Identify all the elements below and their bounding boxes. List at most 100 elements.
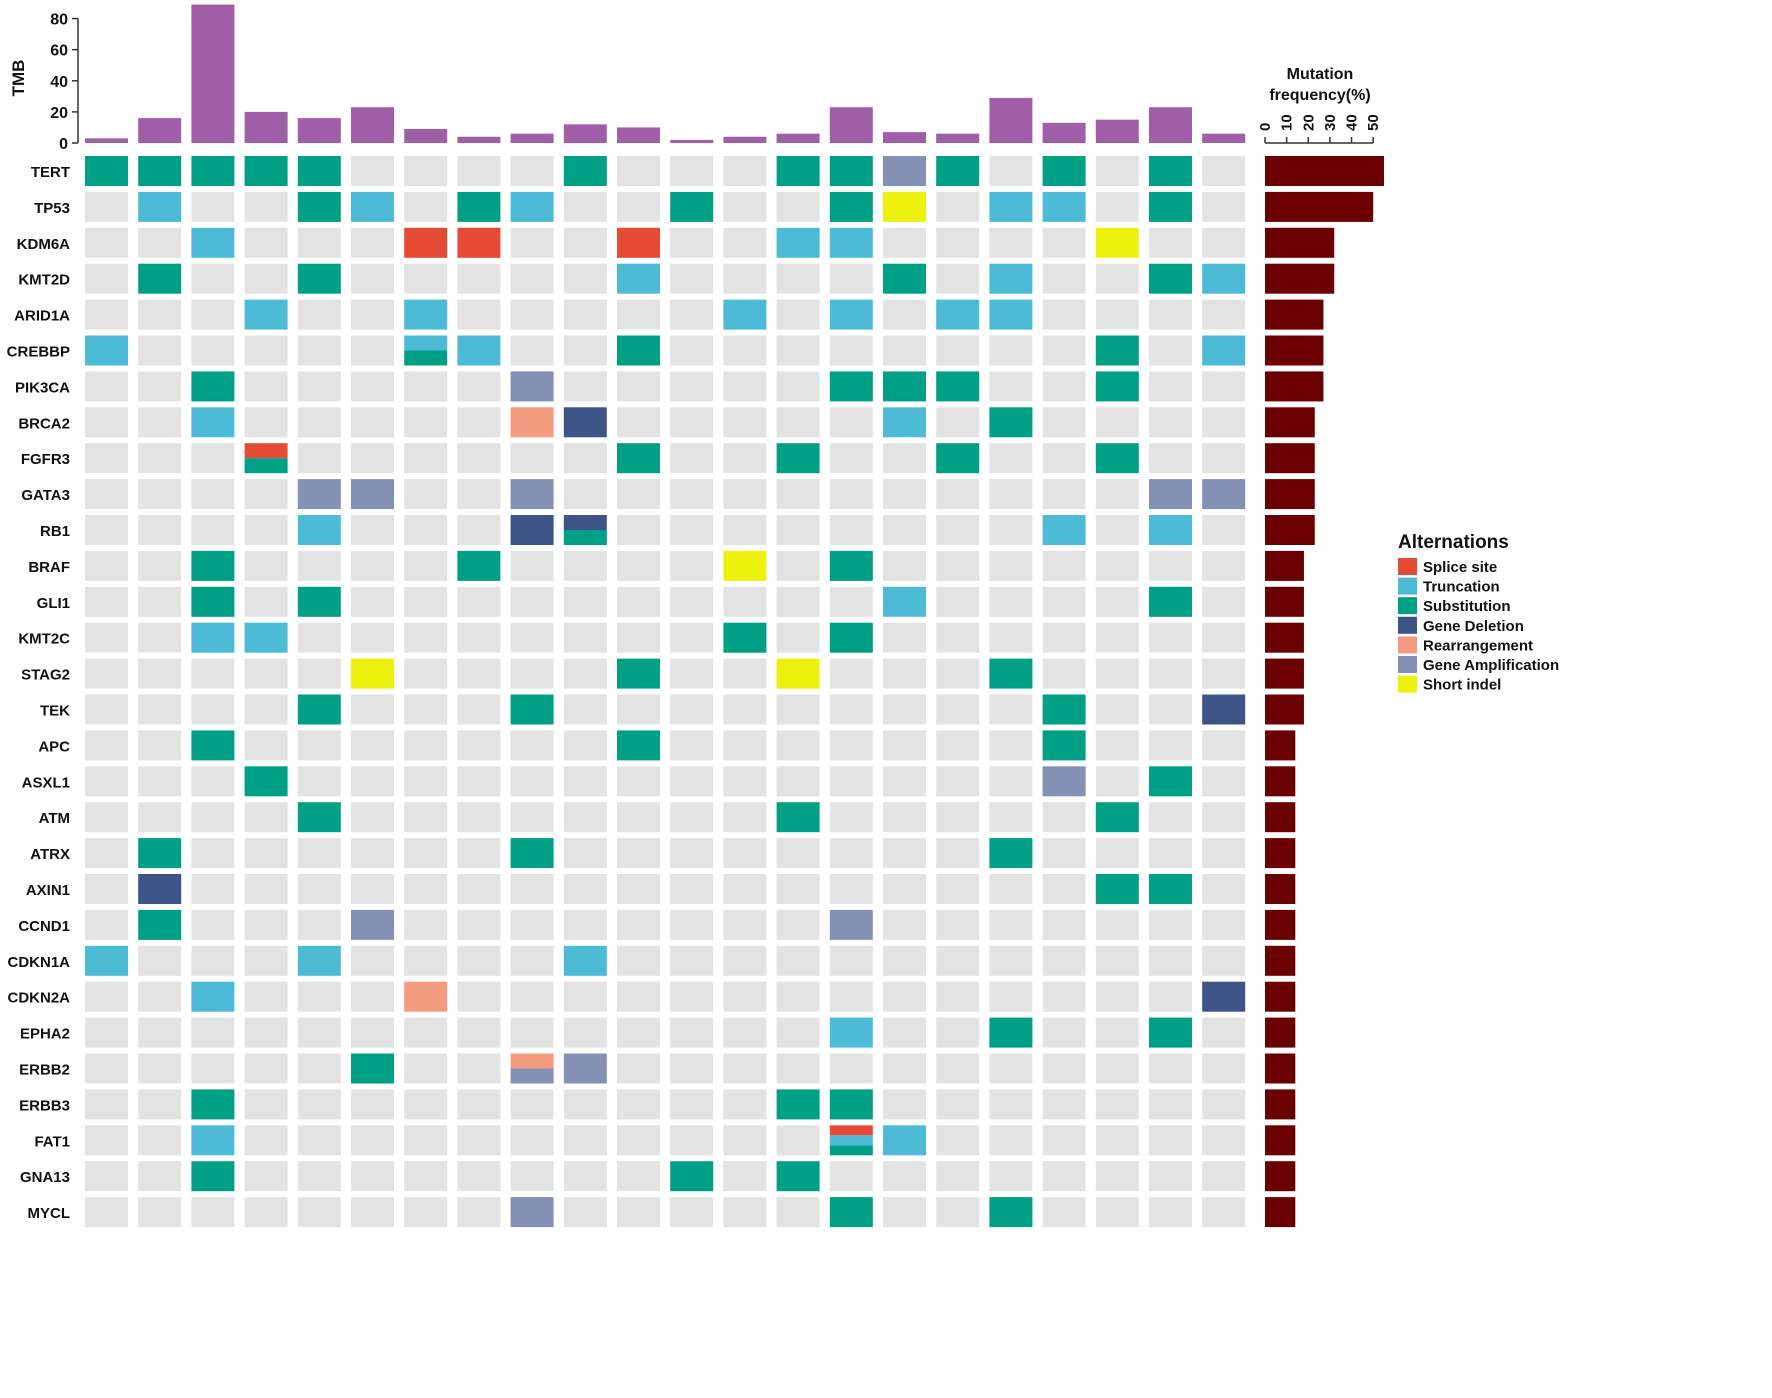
grid-cell-empty <box>936 479 980 510</box>
grid-cell-empty <box>723 227 767 258</box>
grid-cell-empty <box>1095 479 1139 510</box>
grid-cell-empty <box>617 515 660 545</box>
grid-cell-empty <box>776 335 820 366</box>
grid-cell-empty <box>617 1017 660 1048</box>
grid-cell-empty <box>510 227 554 258</box>
grid-cell-empty <box>1095 622 1139 653</box>
grid-cell-empty <box>617 766 660 797</box>
grid-cell-empty <box>297 335 341 366</box>
grid-cell-empty <box>297 1197 341 1228</box>
grid-cell-empty <box>1202 838 1246 869</box>
grid-cell-empty <box>776 407 820 438</box>
grid-cell-alteration <box>883 1125 926 1156</box>
grid-cell-empty <box>563 1125 607 1156</box>
grid-cell-empty <box>670 263 714 294</box>
grid-cell-empty <box>244 1197 288 1228</box>
grid-cell-empty <box>776 945 820 976</box>
grid-cell-empty <box>617 981 660 1012</box>
grid-cell-empty <box>457 766 501 797</box>
tmb-panel: 0 20 40 60 80 TMB <box>9 4 1246 153</box>
grid-cell-empty <box>1202 1125 1246 1156</box>
grid-cell-empty <box>1095 1017 1139 1048</box>
grid-cell-empty <box>510 1125 554 1156</box>
grid-cell-empty <box>1149 407 1192 438</box>
grid-cell-empty <box>457 443 501 474</box>
legend-swatch <box>1398 675 1417 693</box>
frequency-tick-label: 50 <box>1365 114 1382 131</box>
gene-label: EPHA2 <box>20 1026 70 1043</box>
grid-cell-empty <box>1149 443 1192 474</box>
grid-cell-empty <box>829 874 873 904</box>
grid-cell-alteration <box>563 1053 607 1084</box>
grid-cell-empty <box>191 694 235 725</box>
frequency-bar <box>1265 156 1384 186</box>
grid-cell-alteration <box>1095 802 1139 833</box>
grid-cell-empty <box>1042 299 1086 330</box>
grid-cell-empty <box>1202 515 1246 545</box>
grid-cell-empty <box>404 371 448 402</box>
grid-cell-alteration <box>829 1145 873 1156</box>
grid-cell-empty <box>670 766 714 797</box>
tmb-bar <box>297 118 341 143</box>
grid-cell-empty <box>670 838 714 869</box>
grid-cell-empty <box>1202 874 1246 904</box>
grid-cell-empty <box>1202 191 1246 222</box>
grid-cell-empty <box>1202 658 1246 689</box>
grid-cell-empty <box>670 335 714 366</box>
grid-cell-empty <box>1149 802 1192 833</box>
grid-cell-alteration <box>829 622 873 653</box>
grid-cell-alteration <box>85 335 128 366</box>
gene-label: BRAF <box>28 559 70 576</box>
grid-cell-alteration <box>457 550 501 581</box>
grid-cell-empty <box>1149 371 1192 402</box>
grid-cell-alteration <box>989 191 1033 222</box>
grid-cell-alteration <box>1095 443 1139 474</box>
grid-cell-empty <box>85 299 128 330</box>
grid-cell-empty <box>776 622 820 653</box>
grid-cell-empty <box>351 550 394 581</box>
grid-cell-empty <box>563 191 607 222</box>
tmb-bar <box>191 4 235 143</box>
grid-cell-alteration <box>1095 371 1139 402</box>
grid-cell-empty <box>776 694 820 725</box>
grid-cell-empty <box>1042 479 1086 510</box>
grid-cell-empty <box>457 1197 501 1228</box>
grid-cell-empty <box>670 407 714 438</box>
grid-cell-empty <box>563 730 607 761</box>
grid-cell-empty <box>883 730 926 761</box>
grid-cell-empty <box>1095 981 1139 1012</box>
grid-cell-empty <box>85 838 128 869</box>
grid-cell-empty <box>563 622 607 653</box>
frequency-bar <box>1265 443 1315 474</box>
grid-cell-empty <box>883 1017 926 1048</box>
grid-cell-empty <box>351 263 394 294</box>
grid-cell-empty <box>883 802 926 833</box>
grid-cell-empty <box>244 802 288 833</box>
tmb-bar <box>351 107 394 143</box>
grid-cell-alteration <box>670 1161 714 1192</box>
gene-label: MYCL <box>28 1205 71 1222</box>
grid-cell-empty <box>510 550 554 581</box>
grid-cell-empty <box>723 263 767 294</box>
gene-label: APC <box>38 738 70 755</box>
grid-cell-alteration <box>191 156 235 186</box>
grid-cell-alteration <box>510 407 554 438</box>
grid-cell-empty <box>191 945 235 976</box>
grid-cell-empty <box>138 227 182 258</box>
grid-cell-empty <box>1149 299 1192 330</box>
legend-label: Splice site <box>1423 559 1497 576</box>
grid-cell-alteration <box>191 371 235 402</box>
grid-cell-empty <box>404 945 448 976</box>
grid-cell-empty <box>138 443 182 474</box>
grid-cell-empty <box>883 909 926 940</box>
grid-cell-empty <box>1042 1125 1086 1156</box>
grid-cell-empty <box>829 766 873 797</box>
frequency-bar <box>1265 1161 1296 1192</box>
grid-cell-empty <box>351 1089 394 1120</box>
frequency-bar <box>1265 945 1296 976</box>
grid-cell-empty <box>1202 156 1246 186</box>
grid-cell-empty <box>510 945 554 976</box>
grid-cell-empty <box>776 299 820 330</box>
grid-cell-empty <box>191 802 235 833</box>
grid-cell-empty <box>776 550 820 581</box>
